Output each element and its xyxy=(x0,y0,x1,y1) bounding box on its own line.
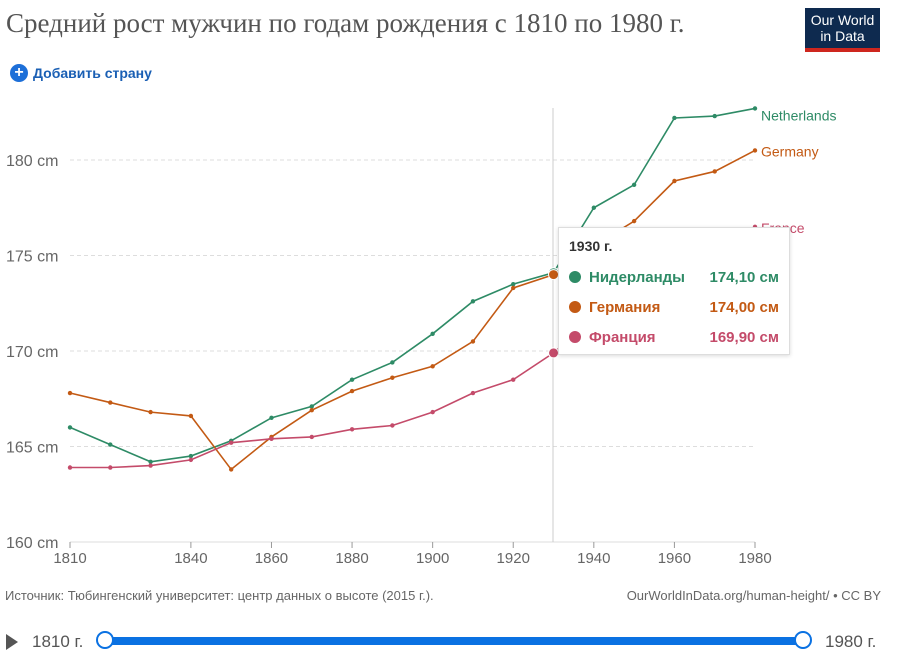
data-point xyxy=(752,106,758,111)
data-point xyxy=(511,281,516,287)
tooltip-year: 1930 г. xyxy=(569,238,613,254)
data-point xyxy=(108,442,113,447)
tooltip-series-name: Франция xyxy=(589,328,656,346)
data-point xyxy=(470,339,476,344)
y-tick-label: 165 cm xyxy=(6,440,58,457)
data-point xyxy=(269,415,274,421)
tooltip: 1930 г. Нидерланды 174,10 см Германия 174,… xyxy=(558,227,790,355)
data-point xyxy=(631,218,637,224)
x-tick-label: 1980 xyxy=(738,550,771,567)
data-point xyxy=(309,408,314,413)
series-label: Germany xyxy=(761,143,819,159)
timeline-slider-track[interactable] xyxy=(105,637,803,645)
source-link[interactable]: OurWorldInData.org/human-height/ • CC BY xyxy=(626,588,881,603)
data-point xyxy=(591,205,597,210)
tooltip-value: 174,10 см xyxy=(709,268,780,286)
tooltip-series-name: Нидерланды xyxy=(589,268,685,286)
y-tick-label: 170 cm xyxy=(6,344,58,361)
data-point xyxy=(228,440,234,445)
y-tick-label: 160 cm xyxy=(6,535,58,552)
data-point xyxy=(390,360,395,365)
timeline-start-label: 1810 г. xyxy=(32,632,84,651)
data-point xyxy=(108,400,113,405)
data-point xyxy=(470,299,476,304)
x-tick-label: 1880 xyxy=(335,550,368,567)
chart-title: Средний рост мужчин по годам рождения с … xyxy=(6,8,685,38)
y-tick-label: 180 cm xyxy=(6,153,58,170)
data-point xyxy=(188,413,194,419)
tooltip-value: 174,00 см xyxy=(709,298,780,316)
tooltip-row: Нидерланды 174,10 см xyxy=(569,262,779,292)
data-point xyxy=(390,375,395,380)
data-point xyxy=(631,182,637,188)
tooltip-series-name: Германия xyxy=(589,298,661,316)
owid-logo[interactable]: Our World in Data xyxy=(805,8,880,52)
data-point xyxy=(712,169,717,174)
data-point xyxy=(470,390,476,396)
add-country-button[interactable]: + Добавить страну xyxy=(10,64,152,82)
x-tick-label: 1810 xyxy=(53,550,86,567)
timeline-start-handle[interactable] xyxy=(96,631,114,649)
data-point xyxy=(672,115,677,121)
x-tick-label: 1860 xyxy=(255,550,288,567)
data-point xyxy=(188,453,194,459)
series-label: Netherlands xyxy=(761,107,837,123)
data-point xyxy=(108,465,113,470)
data-point xyxy=(349,427,355,432)
data-point xyxy=(309,404,314,409)
x-tick-label: 1940 xyxy=(577,550,610,567)
series-line-netherlands xyxy=(69,107,756,463)
data-point xyxy=(430,409,435,415)
series-line-germany xyxy=(69,149,756,471)
timeline-end-label: 1980 г. xyxy=(825,632,877,651)
timeline-end-handle[interactable] xyxy=(794,631,812,649)
x-tick-label: 1900 xyxy=(416,550,449,567)
data-point xyxy=(712,113,717,119)
data-point xyxy=(349,388,355,394)
tooltip-row: Франция 169,90 см xyxy=(569,322,779,352)
data-point xyxy=(228,467,234,472)
series-dot-icon xyxy=(569,331,581,343)
data-point xyxy=(511,285,516,291)
series-dot-icon xyxy=(569,301,581,313)
plus-icon: + xyxy=(10,64,28,82)
data-point xyxy=(309,434,314,440)
y-tick-label: 175 cm xyxy=(6,249,58,266)
play-icon[interactable] xyxy=(6,634,18,650)
data-point xyxy=(67,465,73,470)
data-point xyxy=(752,148,758,153)
data-point xyxy=(67,390,73,396)
data-point xyxy=(430,364,435,369)
tooltip-value: 169,90 см xyxy=(709,328,780,346)
data-point xyxy=(511,377,516,382)
data-point xyxy=(148,409,153,415)
data-point xyxy=(269,436,274,442)
x-tick-label: 1840 xyxy=(174,550,207,567)
data-point xyxy=(672,178,677,184)
data-point xyxy=(148,459,153,464)
source-note: Источник: Тюбингенский университет: цент… xyxy=(5,588,434,603)
tooltip-row: Германия 174,00 см xyxy=(569,292,779,322)
x-tick-label: 1920 xyxy=(497,550,530,567)
x-tick-label: 1960 xyxy=(658,550,691,567)
data-point xyxy=(390,423,395,428)
data-point xyxy=(349,377,355,382)
data-point xyxy=(430,331,435,337)
data-point xyxy=(67,425,73,430)
series-dot-icon xyxy=(569,271,581,283)
data-point xyxy=(188,457,194,463)
add-country-label: Добавить страну xyxy=(33,65,152,81)
data-point xyxy=(148,463,153,468)
